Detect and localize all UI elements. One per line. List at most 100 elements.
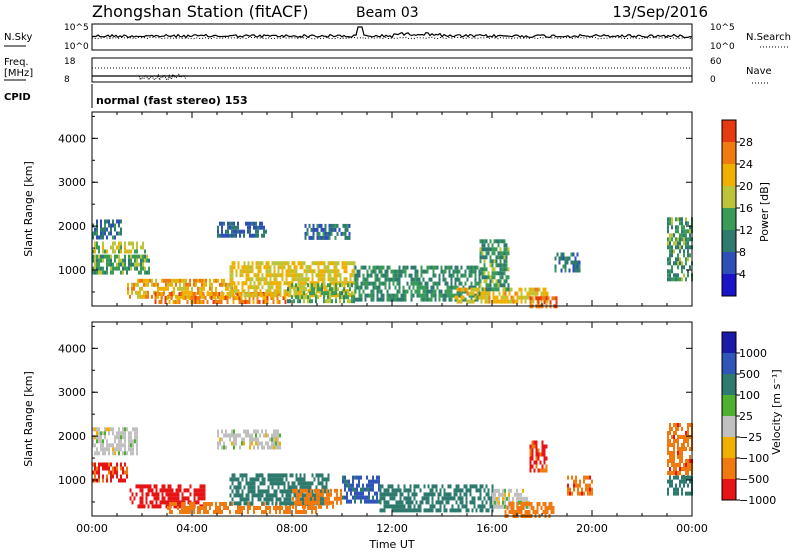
colorbar-tick-label: 100: [739, 389, 760, 402]
nave-label: Nave: [746, 66, 772, 77]
ytick-label: 3000: [58, 176, 86, 189]
velocity-panel-region-0: [92, 427, 138, 456]
nsearch-label: N.Search: [746, 32, 791, 43]
nave-tick-bottom: 0: [710, 75, 716, 85]
xtick-label: 00:00: [676, 522, 708, 535]
nsky-tick-bottom: 10^0: [64, 42, 89, 52]
colorbar-swatch: [722, 395, 736, 417]
colorbar-swatch: [722, 142, 736, 165]
velocity-panel-region-13: [667, 423, 693, 479]
colorbar-swatch: [722, 353, 736, 375]
velocity-panel-region-12: [567, 475, 593, 496]
power-panel-region-5: [217, 221, 267, 238]
xtick-label: 00:00: [76, 522, 108, 535]
colorbar-swatch: [722, 332, 736, 354]
colorbar-tick-label: 25: [739, 410, 753, 423]
velocity-ylabel: Slant Range [km]: [22, 371, 35, 467]
ytick-label: 2000: [58, 430, 86, 443]
power-panel-region-10: [454, 287, 549, 304]
velocity-colorbar: 1000 500 100 25 −25 −100 −500 −1000: [721, 331, 776, 507]
velocity-panel-region-7: [342, 475, 380, 504]
freq-tick-bottom: 8: [64, 75, 70, 85]
colorbar-tick-label: 28: [739, 136, 753, 149]
freq-tick-top: 18: [64, 57, 76, 67]
colorbar-swatch: [722, 458, 736, 480]
colorbar-tick-label: −500: [739, 473, 769, 486]
xtick-label: 08:00: [276, 522, 308, 535]
colorbar-tick-label: 1000: [739, 347, 767, 360]
colorbar-tick-label: 8: [739, 246, 746, 259]
power-panel-region-1: [92, 241, 146, 254]
cpid-text: normal (fast stereo) 153: [96, 94, 248, 107]
colorbar-tick-label: 500: [739, 368, 760, 381]
colorbar-tick-label: −100: [739, 452, 769, 465]
xtick-label: 12:00: [376, 522, 408, 535]
ytick-label: 3000: [58, 386, 86, 399]
colorbar-swatch: [722, 186, 736, 209]
cpid-label: CPID: [4, 92, 31, 103]
velocity-colorbar-label: Velocity [m s⁻¹]: [770, 369, 783, 454]
power-panel-region-4: [154, 292, 289, 304]
colorbar-swatch: [722, 374, 736, 396]
colorbar-swatch: [722, 416, 736, 438]
velocity-panel-region-11: [529, 440, 548, 473]
colorbar-swatch: [722, 437, 736, 459]
nave-tick-top: 60: [710, 57, 722, 67]
power-panel-region-8: [304, 223, 351, 240]
power-panel-region-7: [287, 283, 355, 304]
colorbar-tick-label: −25: [739, 431, 762, 444]
velocity-panel-region-1: [92, 462, 128, 483]
colorbar-swatch: [722, 120, 736, 143]
nave-dip-trace: [137, 73, 187, 82]
power-axes: 4000 3000 2000 1000: [58, 112, 693, 306]
colorbar-tick-label: 20: [739, 180, 753, 193]
power-panel-region-11: [479, 239, 510, 292]
ytick-label: 1000: [58, 474, 86, 487]
velocity-panel-region-14: [667, 475, 693, 496]
power-panel-region-14: [667, 217, 693, 282]
colorbar-tick-label: 12: [739, 224, 753, 237]
nsky-trace: [91, 26, 693, 39]
freq-label-2: [MHz]: [4, 68, 33, 79]
power-ylabel: Slant Range [km]: [22, 161, 35, 257]
station-title: Zhongshan Station (fitACF): [92, 2, 309, 21]
colorbar-swatch: [722, 274, 736, 297]
colorbar-tick-label: 16: [739, 202, 753, 215]
ytick-label: 1000: [58, 264, 86, 277]
power-colorbar: 28 24 20 16 12 8 4: [721, 119, 753, 297]
colorbar-tick-label: −1000: [739, 494, 776, 507]
xtick-label: 20:00: [576, 522, 608, 535]
power-panel-frame: [91, 111, 693, 307]
nsearch-tick-top: 10^5: [710, 23, 735, 33]
power-panel-region-2: [92, 254, 150, 275]
velocity-panel-region-8: [379, 484, 494, 513]
power-panel-region-0: [92, 219, 122, 240]
power-data-layer: [92, 217, 693, 309]
velocity-panel-region-6: [292, 488, 342, 509]
date-label: 13/Sep/2016: [612, 3, 708, 21]
colorbar-swatch: [722, 164, 736, 187]
nsearch-tick-bottom: 10^0: [710, 42, 735, 52]
colorbar-swatch: [722, 208, 736, 231]
time-xlabel: Time UT: [368, 538, 414, 551]
nsky-tick-top: 10^5: [64, 23, 89, 33]
colorbar-tick-label: 4: [739, 268, 746, 281]
colorbar-swatch: [722, 230, 736, 253]
velocity-axes: 4000 3000 2000 1000 00:00 04:00 08:00 12:00 16:0…: [58, 322, 708, 535]
velocity-data-layer: [92, 423, 693, 518]
freq-label-1: Freq.: [4, 57, 29, 68]
freq-strip-frame: [91, 57, 693, 83]
ytick-label: 4000: [58, 132, 86, 145]
power-colorbar-label: Power [dB]: [758, 182, 771, 242]
ytick-label: 4000: [58, 342, 86, 355]
nsky-label: N.Sky: [4, 32, 32, 43]
ytick-label: 2000: [58, 220, 86, 233]
xtick-label: 16:00: [476, 522, 508, 535]
colorbar-tick-label: 24: [739, 158, 753, 171]
beam-label: Beam 03: [356, 5, 419, 21]
xtick-label: 04:00: [176, 522, 208, 535]
colorbar-swatch: [722, 479, 736, 501]
velocity-panel-region-4: [217, 429, 281, 450]
power-panel-region-13: [554, 252, 581, 273]
